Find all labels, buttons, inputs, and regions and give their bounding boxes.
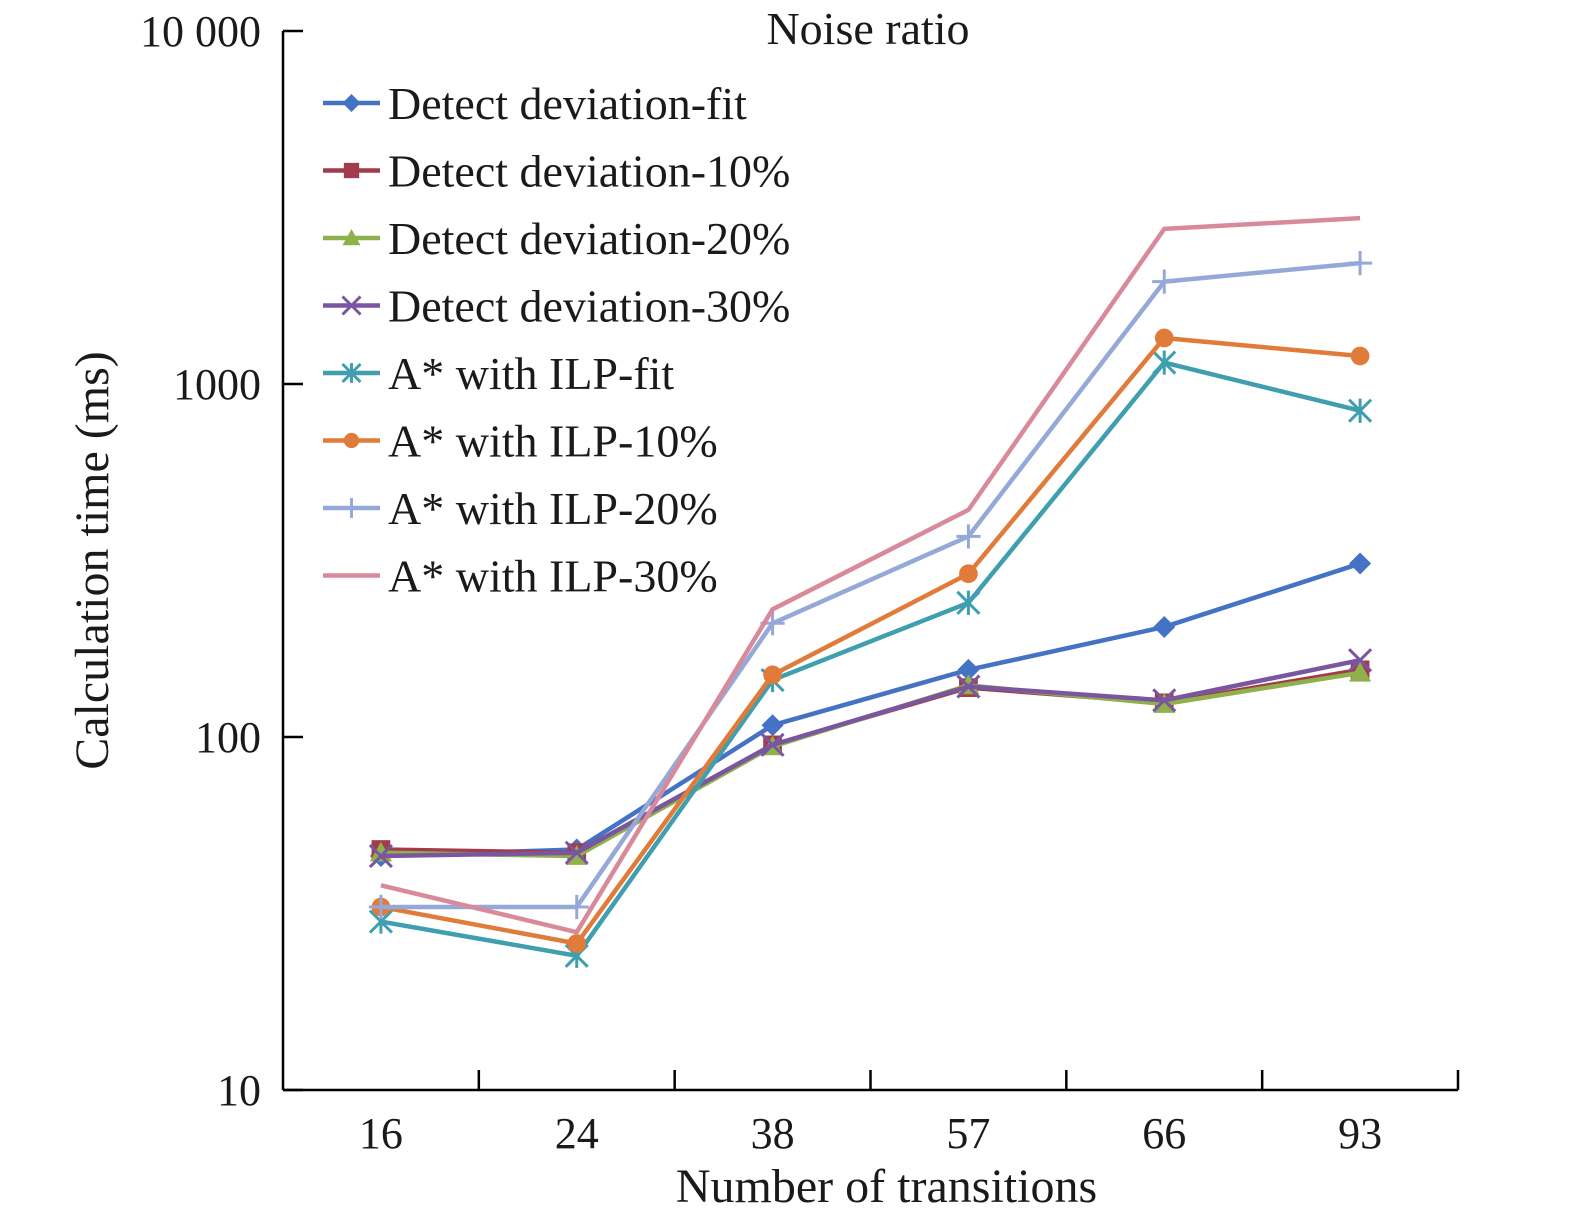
x-axis-title: Number of transitions [676, 1160, 1097, 1213]
series-line-a-with-ilp-10 [380, 335, 1361, 946]
y-tick-label: 10 000 [140, 7, 261, 56]
legend-entry-detect-deviation-10: Detect deviation-10% [323, 146, 790, 197]
y-tick-label: 10 [217, 1066, 261, 1115]
legend-label: A* with ILP-30% [388, 551, 718, 602]
legend-title: Noise ratio [766, 3, 969, 54]
legend-entry-detect-deviation-fit: Detect deviation-fit [323, 78, 747, 129]
data-point-detect-deviation-30-93 [1348, 648, 1373, 673]
data-point-a-with-ilp-20-57 [956, 524, 981, 549]
legend-label: Detect deviation-20% [388, 213, 790, 264]
legend-label: A* with ILP-fit [388, 348, 674, 399]
data-point-detect-deviation-30-66 [1152, 688, 1177, 713]
series-line-a-with-ilp-fit [380, 360, 1361, 959]
data-point-a-with-ilp-20-24 [564, 894, 589, 920]
legend-marker [342, 94, 361, 112]
x-tick-label: 38 [751, 1109, 795, 1158]
data-point-detect-deviation-fit-66 [1153, 615, 1176, 638]
y-tick-label: 1000 [173, 360, 261, 409]
legend-label: Detect deviation-fit [388, 78, 747, 129]
data-point-a-with-ilp-10-93 [1350, 346, 1370, 366]
series-a-with-ilp-20 [368, 251, 1373, 920]
data-point-a-with-ilp-10-57 [959, 564, 978, 584]
y-axis-title: Calculation time (ms) [66, 351, 119, 770]
series-a-with-ilp-30 [380, 215, 1361, 935]
legend-entry-detect-deviation-30: Detect deviation-30% [323, 281, 790, 332]
legend-marker [341, 295, 362, 316]
data-point-a-with-ilp-20-93 [1347, 251, 1373, 276]
data-point-a-with-ilp-fit-93 [1348, 398, 1373, 423]
data-point-a-with-ilp-20-66 [1152, 269, 1177, 294]
legend-entry-detect-deviation-20: Detect deviation-20% [323, 213, 790, 264]
series-line-detect-deviation-20 [380, 670, 1361, 859]
series-line-a-with-ilp-20 [380, 260, 1361, 910]
series-line-detect-deviation-fit [380, 561, 1361, 859]
series-line-detect-deviation-30 [380, 658, 1361, 859]
x-tick-label: 16 [359, 1109, 403, 1158]
legend-label: Detect deviation-30% [388, 281, 790, 332]
legend-label: A* with ILP-10% [388, 416, 718, 467]
legend-marker [343, 162, 360, 179]
x-tick-label: 66 [1142, 1109, 1186, 1158]
legend-entry-a-with-ilp-20: A* with ILP-20% [323, 483, 718, 534]
series-detect-deviation-30 [368, 648, 1373, 869]
legend-marker [343, 432, 360, 449]
legend-marker [342, 229, 361, 246]
series-a-with-ilp-10 [371, 328, 1370, 953]
data-point-detect-deviation-30-57 [956, 674, 981, 699]
legend-entry-a-with-ilp-10: A* with ILP-10% [323, 416, 718, 467]
legend-entry-a-with-ilp-fit: A* with ILP-fit [323, 348, 674, 399]
data-point-a-with-ilp-10-66 [1154, 328, 1174, 348]
legend: Detect deviation-fit Detect deviation-10%… [323, 78, 790, 602]
x-tick-label: 24 [555, 1109, 599, 1158]
series-layer [368, 215, 1373, 968]
data-point-a-with-ilp-20-16 [368, 894, 394, 920]
data-point-detect-deviation-fit-57 [957, 658, 980, 681]
axes: 10 100 1000 10 000 16 24 38 57 66 93 [140, 7, 1460, 1158]
data-point-detect-deviation-30-38 [760, 732, 785, 757]
legend-label: Detect deviation-10% [388, 146, 790, 197]
data-point-detect-deviation-fit-93 [1349, 552, 1372, 575]
x-tick-label: 93 [1338, 1109, 1382, 1158]
legend-marker [341, 498, 362, 518]
legend-label: A* with ILP-20% [388, 483, 718, 534]
data-point-detect-deviation-20-93 [1349, 661, 1372, 682]
data-point-a-with-ilp-10-38 [763, 665, 782, 685]
data-point-detect-deviation-30-24 [564, 840, 589, 865]
data-point-a-with-ilp-fit-57 [956, 590, 981, 615]
series-line-a-with-ilp-30 [380, 215, 1361, 935]
data-point-a-with-ilp-fit-66 [1152, 350, 1177, 375]
data-point-a-with-ilp-10-24 [567, 934, 587, 953]
data-point-detect-deviation-30-16 [368, 843, 393, 869]
legend-marker [341, 362, 362, 384]
x-tick-label: 57 [946, 1109, 990, 1158]
y-tick-label: 100 [195, 713, 261, 762]
data-point-detect-deviation-fit-38 [761, 714, 784, 737]
legend-entry-a-with-ilp-30: A* with ILP-30% [323, 551, 718, 602]
